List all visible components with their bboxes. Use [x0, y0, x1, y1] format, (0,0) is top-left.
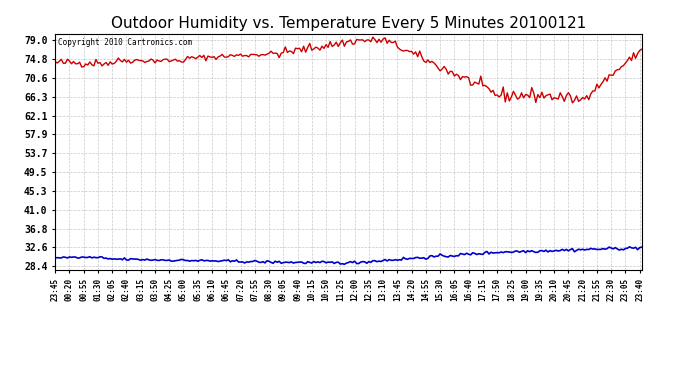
Text: Copyright 2010 Cartronics.com: Copyright 2010 Cartronics.com [58, 39, 193, 48]
Title: Outdoor Humidity vs. Temperature Every 5 Minutes 20100121: Outdoor Humidity vs. Temperature Every 5… [111, 16, 586, 31]
